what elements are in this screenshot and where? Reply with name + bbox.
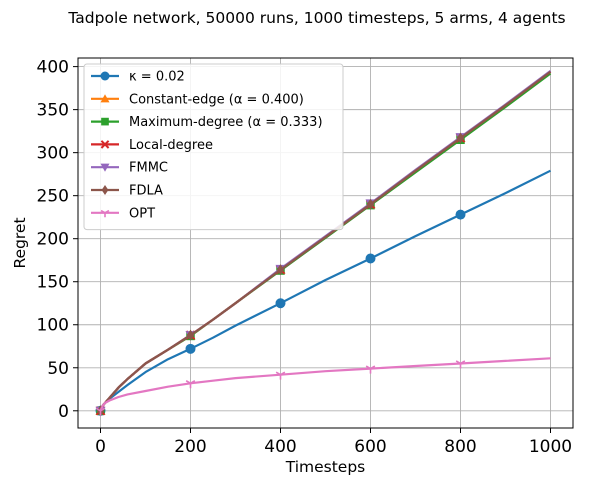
data-point — [455, 209, 466, 220]
y-tick-label: 150 — [37, 273, 69, 293]
data-point — [95, 407, 106, 416]
data-point — [276, 264, 285, 276]
data-point — [100, 94, 110, 103]
legend-entry: FDLA — [91, 184, 163, 199]
x-tick-label: 0 — [95, 437, 106, 457]
x-axis-label: Timesteps — [285, 458, 366, 476]
legend-label: κ = 0.02 — [129, 70, 185, 85]
x-tick-label: 200 — [174, 437, 206, 457]
legend-label: Local-degree — [129, 138, 213, 153]
legend-label: FDLA — [129, 184, 163, 199]
chart-title: Tadpole network, 50000 runs, 1000 timest… — [67, 9, 565, 27]
data-point — [185, 380, 196, 389]
legend-entry: FMMC — [91, 161, 168, 176]
x-tick-label: 600 — [354, 437, 386, 457]
data-point — [101, 185, 109, 195]
y-axis-label: Regret — [11, 217, 29, 268]
y-tick-label: 200 — [37, 230, 69, 250]
plot-frame — [77, 57, 574, 429]
data-point — [100, 140, 110, 149]
data-point — [365, 365, 376, 374]
legend-entry: OPT — [91, 206, 155, 221]
axis-ticks: 0 200 400 600 800 1000 0 50 100 150 200 250 300 350 40… — [37, 58, 573, 457]
x-tick-label: 800 — [444, 437, 476, 457]
y-tick-label: 350 — [37, 101, 69, 121]
data-point — [100, 71, 110, 81]
data-point — [185, 343, 196, 354]
y-tick-label: 300 — [37, 144, 69, 164]
data-point — [100, 209, 110, 218]
data-point — [456, 132, 465, 144]
data-point — [101, 117, 109, 126]
legend-label: OPT — [129, 206, 155, 221]
data-point — [275, 298, 286, 309]
y-tick-label: 100 — [37, 316, 69, 336]
x-tick-label: 400 — [264, 437, 296, 457]
legend: κ = 0.02 Constant-edge (α = 0.400) Maximum… — [83, 63, 344, 231]
data-point — [366, 198, 375, 210]
legend-label: FMMC — [129, 161, 168, 176]
y-tick-label: 50 — [47, 359, 69, 379]
legend-label: Maximum-degree (α = 0.333) — [129, 115, 323, 130]
legend-entry: Local-degree — [91, 138, 213, 153]
series-group — [95, 70, 552, 417]
data-point — [100, 163, 110, 172]
data-point — [186, 329, 195, 341]
series-line — [99, 357, 551, 412]
legend-frame — [83, 63, 344, 231]
legend-entry: Constant-edge (α = 0.400) — [91, 92, 304, 107]
legend-entry: κ = 0.02 — [91, 70, 185, 85]
legend-label: Constant-edge (α = 0.400) — [129, 92, 304, 107]
series-5 — [96, 70, 552, 417]
y-tick-label: 0 — [58, 402, 69, 422]
legend-entry: Maximum-degree (α = 0.333) — [91, 115, 323, 130]
data-point — [365, 253, 376, 264]
x-tick-label: 1000 — [529, 437, 572, 457]
series-line — [99, 70, 552, 412]
y-tick-label: 250 — [37, 187, 69, 207]
y-tick-label: 400 — [37, 58, 69, 78]
data-point — [275, 371, 286, 380]
data-point — [455, 360, 466, 369]
series-6 — [95, 357, 551, 416]
